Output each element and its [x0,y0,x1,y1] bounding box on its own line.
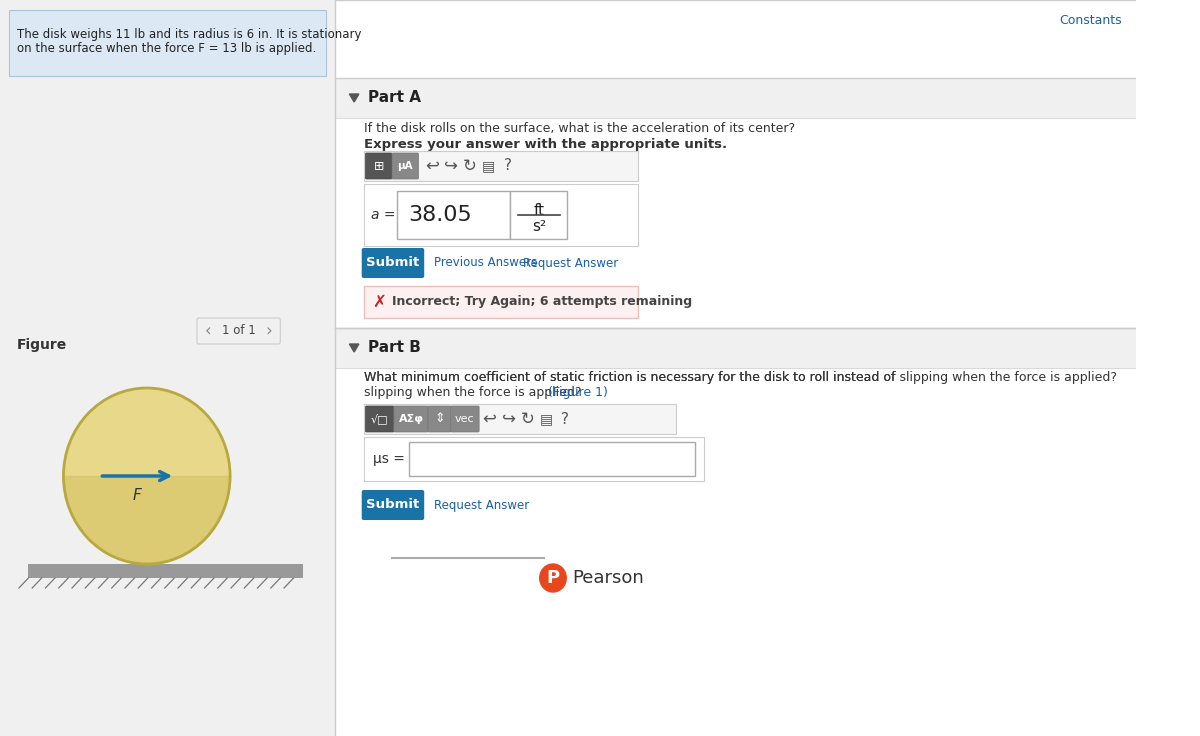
Text: Submit: Submit [366,498,420,512]
Text: ›: › [265,322,272,340]
Text: The disk weighs 11 lb and its radius is 6 in. It is stationary: The disk weighs 11 lb and its radius is … [17,28,361,41]
Text: ▤: ▤ [540,412,553,426]
Text: ↩: ↩ [482,410,497,428]
Polygon shape [349,344,359,352]
Text: ✗: ✗ [372,293,385,311]
Text: Incorrect; Try Again; 6 attempts remaining: Incorrect; Try Again; 6 attempts remaini… [392,295,692,308]
Text: μs =: μs = [373,452,404,466]
Text: 38.05: 38.05 [408,205,472,225]
FancyBboxPatch shape [451,406,479,432]
Text: slipping when the force is applied?: slipping when the force is applied? [364,386,586,399]
Text: P: P [546,569,559,587]
Text: ↪: ↪ [444,157,457,175]
Text: vec: vec [455,414,475,424]
Text: ⊞: ⊞ [373,160,384,172]
FancyBboxPatch shape [364,184,638,246]
FancyBboxPatch shape [397,191,510,239]
Text: Constants: Constants [1060,14,1122,27]
Circle shape [540,564,566,592]
Text: (Figure 1): (Figure 1) [548,386,608,399]
FancyBboxPatch shape [361,248,425,278]
Text: AΣφ: AΣφ [398,414,424,424]
Text: μA: μA [397,161,413,171]
FancyBboxPatch shape [197,318,281,344]
Text: ‹: ‹ [205,322,211,340]
Text: ↪: ↪ [502,410,516,428]
Text: a =: a = [371,208,396,222]
FancyBboxPatch shape [364,151,638,181]
Text: Submit: Submit [366,257,420,269]
Text: Express your answer with the appropriate units.: Express your answer with the appropriate… [364,138,727,151]
FancyBboxPatch shape [364,437,704,481]
Text: ↩: ↩ [425,157,439,175]
Text: Request Answer: Request Answer [523,257,618,269]
Text: ?: ? [504,158,511,174]
Circle shape [64,388,230,564]
FancyBboxPatch shape [29,564,304,578]
FancyBboxPatch shape [428,406,451,432]
Text: on the surface when the force F = 13 lb is applied.: on the surface when the force F = 13 lb … [17,42,317,55]
Text: Previous Answers: Previous Answers [433,257,536,269]
Text: Figure: Figure [17,338,67,352]
Text: √□: √□ [371,414,389,425]
Text: If the disk rolls on the surface, what is the acceleration of its center?: If the disk rolls on the surface, what i… [364,122,794,135]
Text: Pearson: Pearson [572,569,643,587]
FancyBboxPatch shape [394,406,428,432]
FancyBboxPatch shape [510,191,568,239]
FancyBboxPatch shape [335,328,1136,368]
FancyBboxPatch shape [409,442,695,476]
FancyBboxPatch shape [10,10,325,76]
FancyBboxPatch shape [392,153,419,179]
Text: Request Answer: Request Answer [433,498,529,512]
Text: F: F [133,489,142,503]
Text: ↻: ↻ [521,410,534,428]
FancyBboxPatch shape [364,404,676,434]
Text: What minimum coefficient of static friction is necessary for the disk to roll in: What minimum coefficient of static frict… [364,371,1117,384]
Text: ⇕: ⇕ [434,412,445,425]
Text: ↻: ↻ [463,157,476,175]
Text: ?: ? [562,411,569,426]
Text: 1 of 1: 1 of 1 [222,325,256,338]
Text: s²: s² [532,219,546,234]
FancyBboxPatch shape [335,78,1136,118]
FancyBboxPatch shape [361,490,425,520]
Text: ft: ft [533,203,545,218]
Text: ▤: ▤ [482,159,496,173]
Text: Part A: Part A [368,91,421,105]
FancyBboxPatch shape [366,406,394,432]
FancyBboxPatch shape [366,153,392,179]
FancyBboxPatch shape [364,286,638,318]
FancyBboxPatch shape [0,0,335,736]
Polygon shape [349,94,359,102]
Text: What minimum coefficient of static friction is necessary for the disk to roll in: What minimum coefficient of static frict… [364,371,895,384]
Text: Part B: Part B [368,341,421,355]
